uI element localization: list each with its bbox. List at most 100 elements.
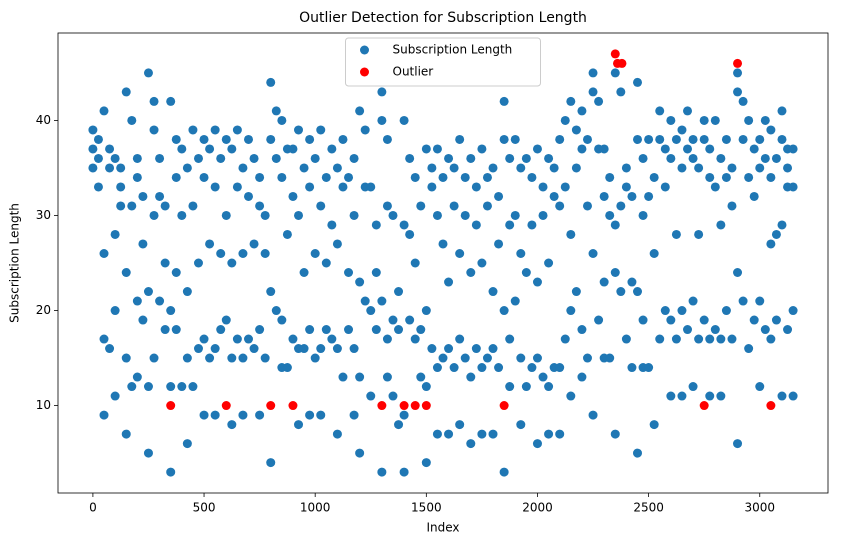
point — [666, 115, 676, 125]
point — [610, 429, 620, 439]
point — [255, 201, 265, 211]
point — [621, 182, 631, 192]
point — [610, 68, 620, 78]
point — [532, 277, 542, 287]
x-tick-label: 2000 — [522, 501, 553, 515]
point — [755, 134, 765, 144]
point — [566, 391, 576, 401]
point — [721, 172, 731, 182]
point — [710, 115, 720, 125]
point — [221, 134, 231, 144]
point — [277, 115, 287, 125]
y-tick-label: 10 — [36, 398, 51, 412]
point — [677, 306, 687, 316]
x-tick-label: 1000 — [300, 501, 331, 515]
point — [432, 210, 442, 220]
point — [549, 191, 559, 201]
x-tick-label: 1500 — [411, 501, 442, 515]
point — [149, 96, 159, 106]
point — [460, 210, 470, 220]
point — [649, 248, 659, 258]
point — [516, 163, 526, 173]
point — [549, 163, 559, 173]
point — [688, 134, 698, 144]
point — [93, 134, 103, 144]
point — [710, 182, 720, 192]
point — [766, 239, 776, 249]
point — [466, 372, 476, 382]
point — [788, 306, 798, 316]
point — [355, 277, 365, 287]
point — [488, 429, 498, 439]
point — [571, 125, 581, 135]
point — [210, 125, 220, 135]
point — [605, 172, 615, 182]
point — [121, 87, 131, 97]
point — [93, 153, 103, 163]
point — [755, 163, 765, 173]
point — [505, 153, 515, 163]
point — [271, 306, 281, 316]
point — [294, 420, 304, 430]
point — [405, 153, 415, 163]
point — [616, 201, 626, 211]
point — [366, 391, 376, 401]
point — [243, 191, 253, 201]
point — [727, 163, 737, 173]
point — [188, 382, 198, 392]
point — [749, 191, 759, 201]
point — [421, 144, 431, 154]
point — [560, 115, 570, 125]
point — [177, 144, 187, 154]
point — [432, 144, 442, 154]
point — [705, 391, 715, 401]
point — [344, 325, 354, 335]
point — [616, 87, 626, 97]
point — [577, 106, 587, 116]
point — [294, 210, 304, 220]
point — [432, 429, 442, 439]
point — [149, 353, 159, 363]
point — [382, 372, 392, 382]
point — [349, 344, 359, 354]
point — [627, 191, 637, 201]
point — [299, 268, 309, 278]
point — [744, 115, 754, 125]
point — [482, 201, 492, 211]
point — [510, 296, 520, 306]
point — [527, 172, 537, 182]
point — [405, 229, 415, 239]
point — [138, 239, 148, 249]
point — [644, 191, 654, 201]
point — [349, 410, 359, 420]
point — [733, 87, 743, 97]
point — [766, 125, 776, 135]
point — [416, 201, 426, 211]
point — [266, 401, 276, 411]
point — [394, 325, 404, 335]
point — [143, 448, 153, 458]
point — [249, 239, 259, 249]
point — [110, 306, 120, 316]
point — [494, 191, 504, 201]
point — [177, 382, 187, 392]
point — [260, 248, 270, 258]
point — [238, 163, 248, 173]
point — [255, 410, 265, 420]
point — [160, 325, 170, 335]
point — [471, 182, 481, 192]
point — [271, 153, 281, 163]
point — [132, 172, 142, 182]
point — [655, 334, 665, 344]
point — [216, 325, 226, 335]
x-tick-label: 0 — [89, 501, 97, 515]
point — [716, 220, 726, 230]
point — [733, 68, 743, 78]
point — [499, 401, 509, 411]
point — [249, 153, 259, 163]
point — [683, 106, 693, 116]
point — [471, 220, 481, 230]
point — [566, 306, 576, 316]
point — [305, 182, 315, 192]
point — [510, 210, 520, 220]
